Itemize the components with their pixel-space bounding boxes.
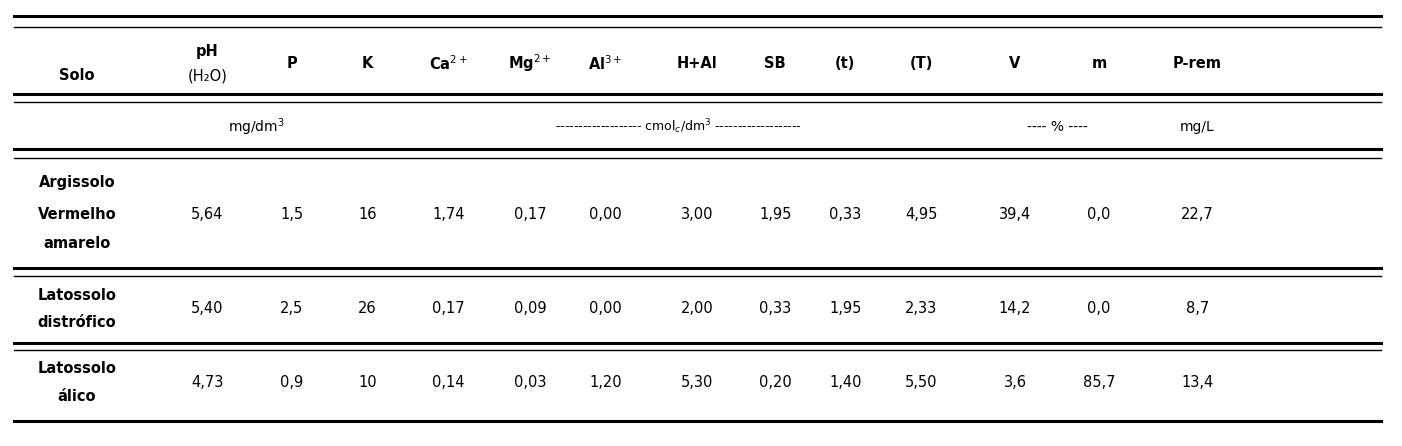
Text: 39,4: 39,4 (998, 206, 1032, 222)
Text: 8,7: 8,7 (1186, 301, 1209, 316)
Text: 0,0: 0,0 (1088, 206, 1110, 222)
Text: Vermelho: Vermelho (38, 206, 116, 222)
Text: 3,6: 3,6 (1004, 375, 1026, 390)
Text: Mg$^{2+}$: Mg$^{2+}$ (509, 53, 551, 74)
Text: 13,4: 13,4 (1180, 375, 1214, 390)
Text: Al$^{3+}$: Al$^{3+}$ (589, 54, 622, 73)
Text: Solo: Solo (59, 68, 95, 83)
Text: 5,30: 5,30 (680, 375, 714, 390)
Text: 0,20: 0,20 (758, 375, 792, 390)
Text: V: V (1009, 56, 1021, 71)
Text: (H₂O): (H₂O) (188, 68, 227, 83)
Text: 1,5: 1,5 (280, 206, 303, 222)
Text: 0,9: 0,9 (280, 375, 303, 390)
Text: (t): (t) (836, 56, 855, 71)
Text: 5,50: 5,50 (904, 375, 938, 390)
Text: ------------------- cmol$_c$/dm$^3$ -------------------: ------------------- cmol$_c$/dm$^3$ ----… (555, 118, 801, 136)
Text: P: P (286, 56, 297, 71)
Text: 14,2: 14,2 (998, 301, 1032, 316)
Text: Ca$^{2+}$: Ca$^{2+}$ (429, 54, 468, 73)
Text: 16: 16 (358, 206, 377, 222)
Text: 0,17: 0,17 (513, 206, 547, 222)
Text: 26: 26 (358, 301, 377, 316)
Text: H+Al: H+Al (676, 56, 718, 71)
Text: 0,33: 0,33 (829, 206, 862, 222)
Text: mg/L: mg/L (1180, 120, 1214, 134)
Text: 0,03: 0,03 (513, 375, 547, 390)
Text: 1,95: 1,95 (829, 301, 862, 316)
Text: 0,00: 0,00 (589, 206, 622, 222)
Text: K: K (362, 56, 373, 71)
Text: Argissolo: Argissolo (39, 175, 115, 190)
Text: P-rem: P-rem (1173, 56, 1221, 71)
Text: (T): (T) (910, 56, 932, 71)
Text: ---- % ----: ---- % ---- (1026, 120, 1088, 134)
Text: 0,14: 0,14 (432, 375, 465, 390)
Text: 2,33: 2,33 (904, 301, 938, 316)
Text: 4,73: 4,73 (191, 375, 224, 390)
Text: 10: 10 (358, 375, 377, 390)
Text: Latossolo: Latossolo (38, 361, 116, 376)
Text: m: m (1092, 56, 1106, 71)
Text: 1,95: 1,95 (758, 206, 792, 222)
Text: 5,64: 5,64 (191, 206, 224, 222)
Text: pH: pH (196, 44, 219, 59)
Text: 0,0: 0,0 (1088, 301, 1110, 316)
Text: álico: álico (57, 389, 97, 405)
Text: 3,00: 3,00 (680, 206, 714, 222)
Text: distrófico: distrófico (38, 314, 116, 330)
Text: 2,00: 2,00 (680, 301, 714, 316)
Text: 22,7: 22,7 (1180, 206, 1214, 222)
Text: mg/dm$^3$: mg/dm$^3$ (229, 116, 285, 138)
Text: amarelo: amarelo (43, 235, 111, 251)
Text: 5,40: 5,40 (191, 301, 224, 316)
Text: 0,33: 0,33 (758, 301, 792, 316)
Text: 1,40: 1,40 (829, 375, 862, 390)
Text: 1,20: 1,20 (589, 375, 622, 390)
Text: 2,5: 2,5 (280, 301, 303, 316)
Text: SB: SB (764, 56, 787, 71)
Text: 0,17: 0,17 (432, 301, 465, 316)
Text: Latossolo: Latossolo (38, 288, 116, 303)
Text: 0,09: 0,09 (513, 301, 547, 316)
Text: 4,95: 4,95 (904, 206, 938, 222)
Text: 0,00: 0,00 (589, 301, 622, 316)
Text: 1,74: 1,74 (432, 206, 465, 222)
Text: 85,7: 85,7 (1082, 375, 1116, 390)
